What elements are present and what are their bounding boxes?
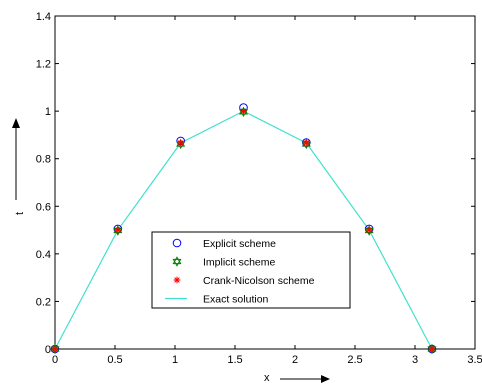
legend: Explicit scheme Implicit scheme Crank-Nico… [151,231,351,309]
crank-nicolson-point [302,139,310,147]
x-tick-label: 1.5 [227,354,242,366]
x-axis-label: x [264,372,270,384]
x-tick-label: 2.5 [347,354,362,366]
y-tick-label: 0.4 [36,249,51,261]
y-axis-label: t [14,212,26,215]
y-tick-label: 1 [45,106,51,118]
legend-crank-nicolson-marker [173,276,181,284]
legend-implicit-marker [172,256,182,267]
x-axis-arrow [280,375,330,383]
y-tick-label: 0.6 [36,201,51,213]
exact-solution-line [54,110,433,350]
y-tick-label: 0.8 [36,154,51,166]
series-lines [54,110,433,350]
y-tick-label: 1.4 [36,11,51,23]
legend-implicit-label: Implicit scheme [203,257,276,269]
x-tick-label: 2 [292,354,298,366]
crank-nicolson-point [51,345,59,353]
axis-ticks: 0 0.5 1 1.5 2 2.5 3 3.5 0 0.2 0.4 0.6 0.8 1 1.2 1.4 [36,11,482,366]
crank-nicolson-point [177,139,185,147]
legend-crank-nicolson-label: Crank-Nicolson scheme [203,275,315,287]
crank-nicolson-point [428,345,436,353]
y-tick-label: 0.2 [36,296,51,308]
x-tick-label: 3 [412,354,418,366]
y-axis-arrow [12,118,20,200]
crank-nicolson-point [365,226,373,234]
legend-exact-label: Exact solution [203,294,269,306]
x-tick-label: 1 [172,354,178,366]
crank-nicolson-point [114,226,122,234]
legend-explicit-label: Explicit scheme [203,238,276,250]
x-tick-label: 3.5 [467,354,482,366]
plot-area [54,15,476,350]
legend-box [151,231,351,309]
y-tick-label: 0 [45,344,51,356]
legend-explicit-marker [172,238,182,248]
crank-nicolson-point [240,107,247,115]
x-tick-label: 0 [52,354,58,366]
x-tick-label: 0.5 [107,354,122,366]
y-tick-label: 1.2 [36,59,51,71]
series-markers [50,103,437,355]
